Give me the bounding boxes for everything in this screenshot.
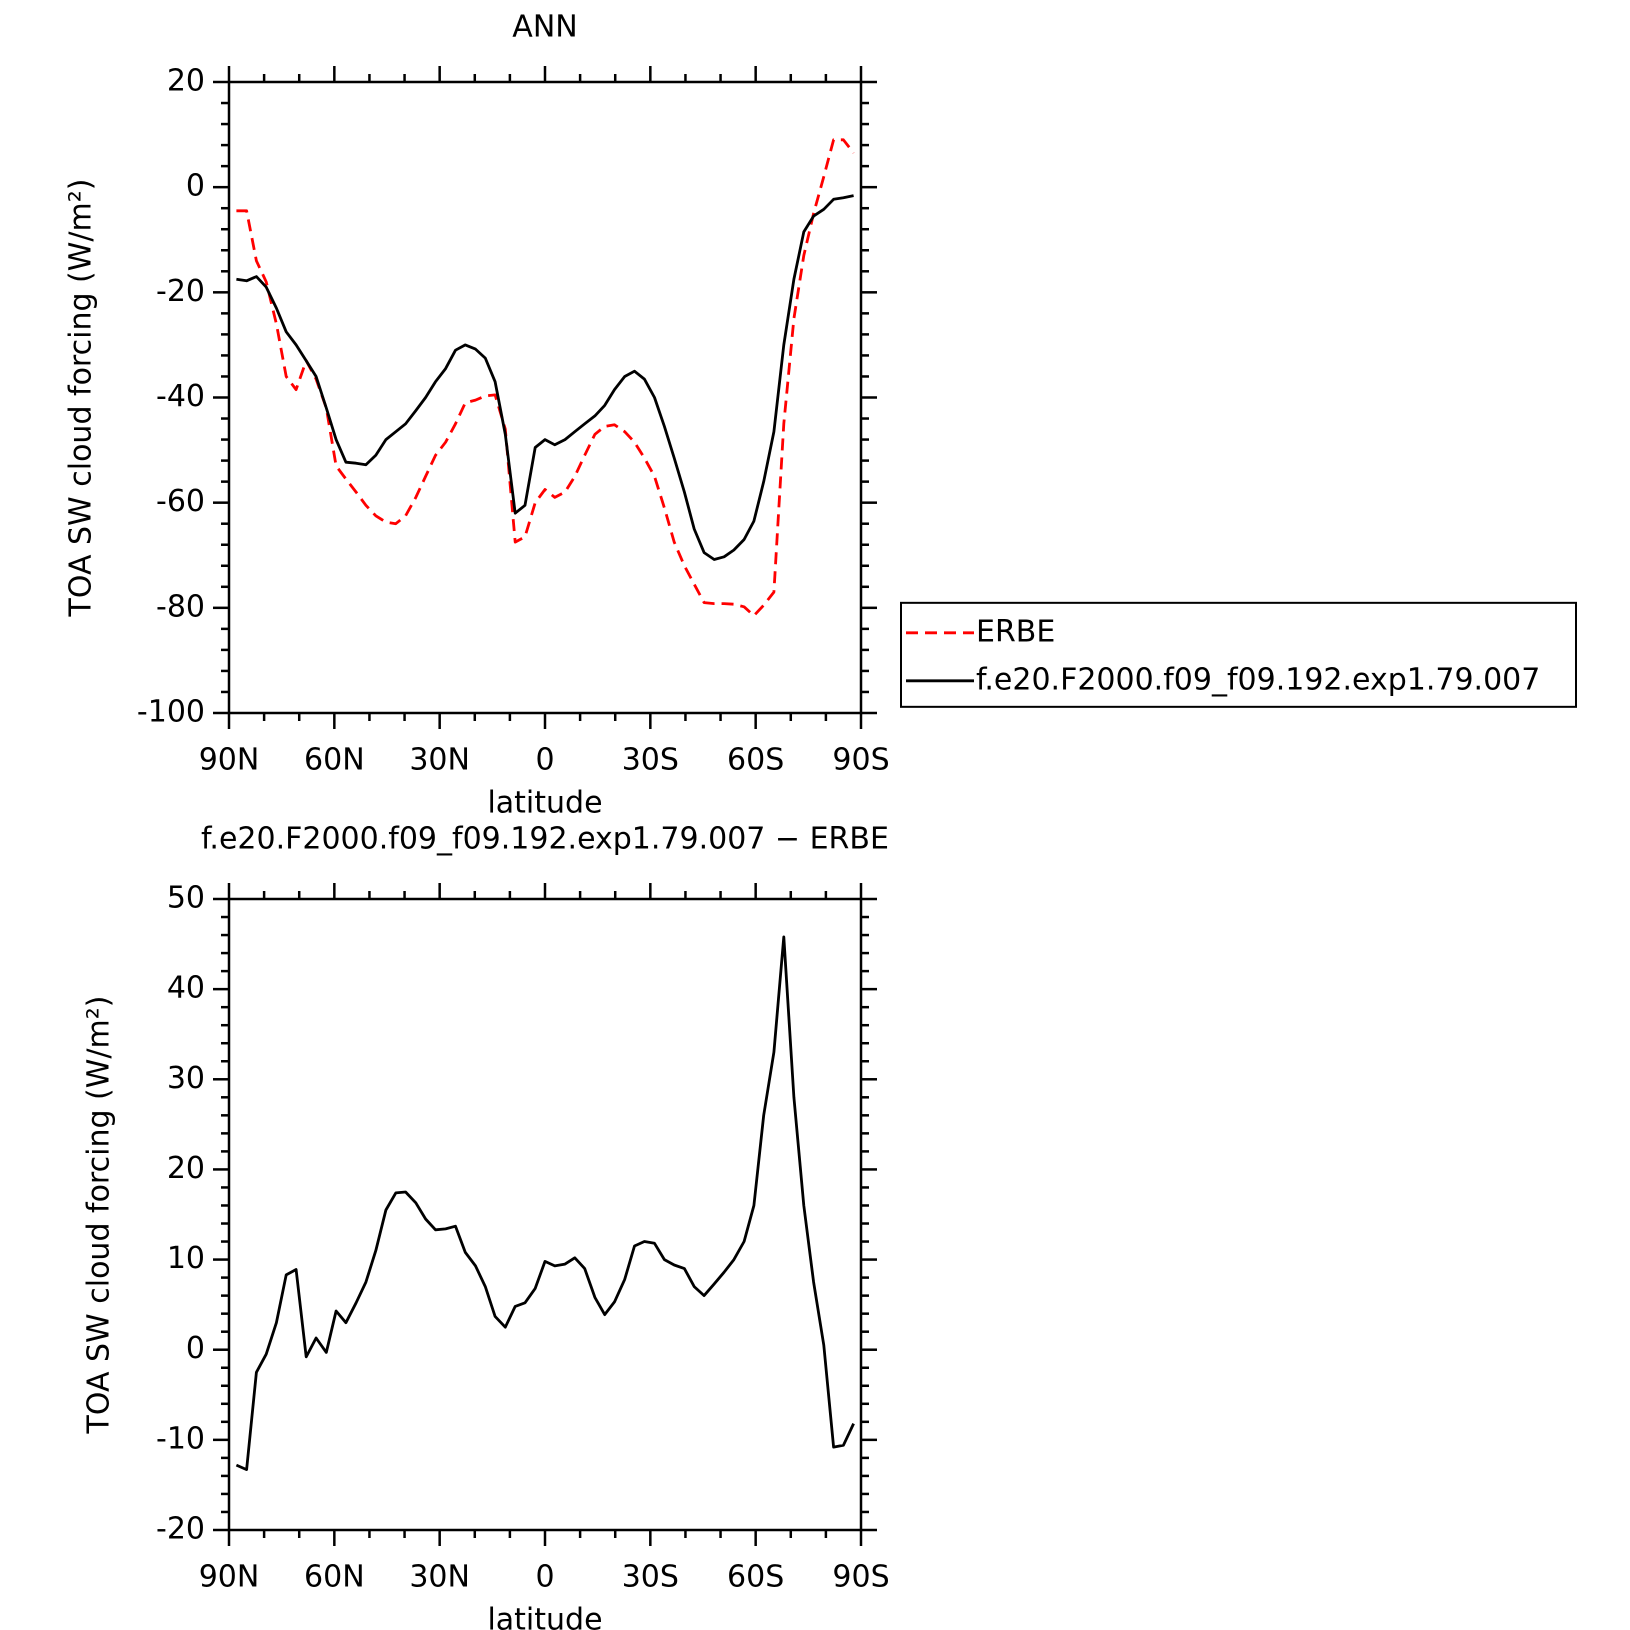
y-axis-label: TOA SW cloud forcing (W/m²) xyxy=(64,179,99,618)
plot-frame xyxy=(227,80,863,715)
y-tick-label: -10 xyxy=(156,1421,205,1456)
y-tick-label: -20 xyxy=(156,274,205,309)
y-tick-label: 20 xyxy=(167,1151,205,1186)
y-tick-label: -40 xyxy=(156,379,205,414)
data-line xyxy=(236,194,854,561)
x-tick-label: 0 xyxy=(535,1560,554,1595)
x-tick-label: 30N xyxy=(409,1560,470,1595)
y-tick-label: 30 xyxy=(167,1061,205,1096)
x-tick-label: 0 xyxy=(535,743,554,778)
x-tick-label: 60S xyxy=(727,743,784,778)
data-line xyxy=(235,935,855,1471)
y-axis-label: TOA SW cloud forcing (W/m²) xyxy=(82,996,117,1435)
legend-box xyxy=(900,601,1577,708)
y-tick-label: 40 xyxy=(167,971,205,1006)
y-tick-label: 0 xyxy=(186,1331,205,1366)
y-tick-label: -80 xyxy=(156,589,205,624)
x-tick-label: 90N xyxy=(199,743,260,778)
x-axis-label: latitude xyxy=(487,1603,602,1630)
x-tick-label: 30N xyxy=(409,743,470,778)
x-tick-label: 90S xyxy=(832,743,889,778)
x-tick-label: 30S xyxy=(622,1560,679,1595)
x-tick-label: 90S xyxy=(832,1560,889,1595)
y-tick-label: -60 xyxy=(156,484,205,519)
legend-label: ERBE xyxy=(976,614,1055,649)
y-tick-label: 20 xyxy=(167,64,205,99)
y-tick-label: -100 xyxy=(137,695,205,730)
plot-frame xyxy=(227,897,863,1532)
x-tick-label: 60S xyxy=(727,1560,784,1595)
chart-title: ANN xyxy=(512,10,577,45)
y-tick-label: 10 xyxy=(167,1241,205,1276)
x-tick-label: 60N xyxy=(304,743,365,778)
y-tick-label: 50 xyxy=(167,881,205,916)
legend-label: f.e20.F2000.f09_f09.192.exp1.79.007 xyxy=(976,662,1540,697)
y-tick-label: 0 xyxy=(186,169,205,204)
x-tick-label: 90N xyxy=(199,1560,260,1595)
data-line xyxy=(236,138,855,618)
x-tick-label: 60N xyxy=(304,1560,365,1595)
x-tick-label: 30S xyxy=(622,743,679,778)
y-tick-label: -20 xyxy=(156,1512,205,1547)
x-axis-label: latitude xyxy=(487,786,602,821)
chart-title: f.e20.F2000.f09_f09.192.exp1.79.007 − ER… xyxy=(201,822,889,857)
